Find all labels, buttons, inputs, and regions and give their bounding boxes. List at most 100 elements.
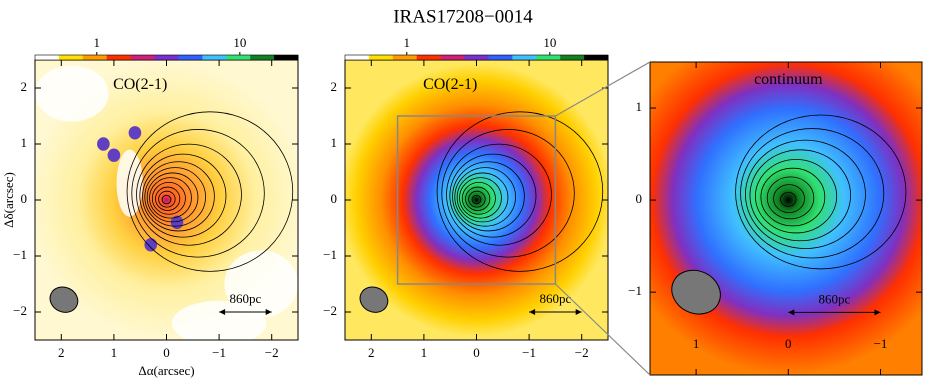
colorbar-tick-label: 10 [543, 35, 556, 50]
contour [142, 161, 215, 232]
beam [49, 286, 79, 313]
contour [749, 149, 852, 242]
x-axis-label: Δα(arcsec) [138, 363, 194, 378]
x-tick-label: −1 [212, 345, 226, 360]
y-tick-label: −2 [323, 303, 337, 318]
map [650, 62, 922, 375]
map-blotch [35, 65, 109, 122]
contour [436, 111, 604, 272]
x-tick-label: −1 [874, 336, 888, 351]
panel-label: continuum [754, 71, 823, 88]
y-tick-label: 2 [21, 79, 28, 94]
contour [465, 186, 491, 211]
x-tick-label: −1 [522, 345, 536, 360]
contour [760, 167, 826, 227]
contour [131, 129, 265, 258]
x-tick-label: −2 [265, 345, 279, 360]
colorbar-cell [178, 55, 203, 60]
panel-label: CO(2-1) [423, 76, 477, 93]
contour [126, 111, 294, 272]
x-tick-label: 1 [421, 345, 428, 360]
y-tick-label: 2 [331, 79, 338, 94]
colorbar-cell [154, 55, 179, 60]
colorbar-cell [106, 55, 132, 60]
y-tick-label: 0 [21, 191, 28, 206]
colorbar-cell [226, 55, 251, 60]
colorbar-cell [58, 55, 84, 60]
y-tick-label: −2 [13, 303, 27, 318]
contour [151, 181, 186, 215]
contour [461, 181, 496, 215]
map-blotch [224, 250, 298, 318]
contour [745, 139, 866, 250]
colorbar-cell [536, 55, 561, 60]
colorbar-cell [464, 55, 489, 60]
contour [773, 184, 805, 214]
contour [136, 143, 242, 246]
contour [139, 153, 227, 238]
contour [149, 177, 192, 219]
panel-label: CO(2-1) [113, 76, 167, 93]
scale-label: 860pc [819, 291, 851, 306]
x-tick-label: 2 [368, 345, 375, 360]
colorbar-cell [202, 55, 227, 60]
contour [144, 167, 206, 227]
colorbar-tick-label: 1 [94, 35, 101, 50]
colorbar-cell [82, 55, 108, 60]
figure-title: IRAS17208−0014 [393, 6, 533, 27]
x-tick-label: 1 [111, 345, 118, 360]
map [345, 60, 608, 340]
contour [441, 129, 575, 258]
map-blotch [116, 149, 143, 217]
contour [468, 190, 486, 208]
colorbar-cell [130, 55, 156, 60]
colorbar-cell [560, 55, 585, 60]
y-tick-label: −1 [323, 247, 337, 262]
colorbar-cell [488, 55, 513, 60]
colorbar-cell [584, 55, 609, 60]
contour [735, 114, 907, 270]
y-tick-label: 0 [331, 191, 338, 206]
colorbar-cell [416, 55, 442, 60]
y-axis-label: Δδ(arcsec) [1, 172, 16, 228]
x-tick-label: 0 [163, 345, 170, 360]
y-tick-label: 1 [21, 135, 28, 150]
contour [446, 143, 552, 246]
map-blotch [171, 300, 267, 340]
colorbar-cell [345, 55, 370, 60]
x-tick-label: 2 [58, 345, 65, 360]
colorbar-cell [512, 55, 537, 60]
y-tick-label: 1 [331, 135, 338, 150]
x-tick-label: −2 [575, 345, 589, 360]
contour [459, 177, 502, 219]
contour [766, 176, 815, 220]
contour [740, 128, 885, 259]
arrow-head [219, 309, 272, 315]
colorbar-tick-label: 1 [404, 35, 411, 50]
colorbar-tick-label: 10 [233, 35, 246, 50]
zoom-box [396, 115, 557, 285]
contour [454, 167, 516, 227]
x-tick-label: 1 [693, 336, 700, 351]
colorbar-cell [368, 55, 394, 60]
contour [754, 159, 838, 234]
y-tick-label: −1 [628, 283, 642, 298]
y-tick-label: 1 [636, 99, 643, 114]
colorbar-frame [34, 54, 299, 61]
beam [359, 286, 389, 313]
contour [471, 194, 482, 205]
contour [161, 194, 172, 205]
contour [449, 153, 537, 238]
arrow-head [529, 309, 582, 315]
map-image [345, 60, 608, 340]
contour [146, 172, 199, 223]
colorbar-cell [274, 55, 299, 60]
contour [452, 161, 525, 232]
contour [158, 190, 176, 208]
zoom-link [554, 283, 651, 376]
contour [780, 191, 797, 207]
colorbar-cell [440, 55, 466, 60]
frame [649, 61, 923, 376]
scale-label: 860pc [230, 291, 262, 306]
map [35, 60, 298, 340]
